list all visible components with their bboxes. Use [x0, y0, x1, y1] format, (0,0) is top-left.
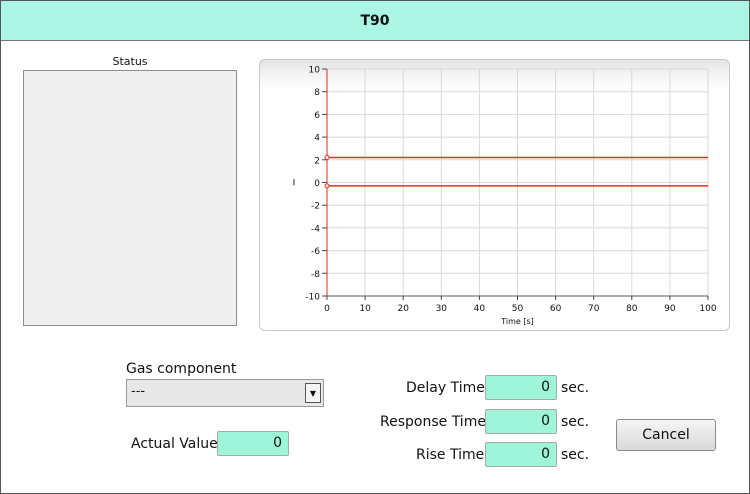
- response-time-field[interactable]: 0: [485, 409, 557, 434]
- x-tick-label: 50: [512, 304, 524, 314]
- response-time-unit: sec.: [561, 414, 590, 430]
- y-tick-label: -8: [311, 270, 320, 280]
- response-time-label: Response Time: [380, 414, 486, 430]
- cancel-button[interactable]: Cancel: [616, 419, 716, 451]
- y-tick-label: 10: [309, 66, 321, 76]
- x-tick-label: 80: [626, 304, 638, 314]
- x-tick-label: 0: [324, 304, 330, 314]
- series-marker-2: [324, 183, 330, 189]
- y-axis-label: I: [293, 179, 296, 189]
- chevron-down-icon[interactable]: ▼: [305, 383, 321, 403]
- chart-panel: 10 8 6 4 2 0 -2 -4 -6 -8 -10 0 10 20 30 40 50 60 70 80 90 100…: [259, 59, 730, 331]
- x-tick-label: 70: [588, 304, 600, 314]
- delay-time-unit: sec.: [561, 380, 590, 396]
- y-tick-label: -10: [305, 293, 320, 303]
- gas-component-dropdown[interactable]: --- ▼: [126, 379, 324, 407]
- series-marker-1: [324, 155, 330, 161]
- window-title: T90: [360, 12, 390, 29]
- title-bar: T90: [1, 1, 749, 41]
- y-tick-label: -2: [311, 202, 320, 212]
- delay-time-label: Delay Time: [406, 380, 485, 396]
- y-tick-label: 2: [314, 156, 320, 166]
- rise-time-field[interactable]: 0: [485, 442, 557, 467]
- delay-time-field[interactable]: 0: [485, 375, 557, 400]
- x-axis-label: Time [s]: [500, 317, 534, 326]
- x-tick-label: 60: [550, 304, 562, 314]
- y-tick-label: 4: [314, 134, 320, 144]
- x-tick-label: 100: [699, 304, 716, 314]
- status-label: Status: [112, 55, 148, 68]
- gas-component-label: Gas component: [126, 361, 237, 377]
- y-tick-label: 8: [314, 88, 320, 98]
- x-tick-label: 90: [664, 304, 676, 314]
- x-tick-label: 30: [436, 304, 448, 314]
- status-box: [23, 70, 237, 326]
- y-tick-label: 0: [314, 179, 320, 189]
- rise-time-unit: sec.: [561, 447, 590, 463]
- gas-component-value: ---: [131, 384, 146, 399]
- x-tick-label: 20: [397, 304, 409, 314]
- actual-value-field[interactable]: 0: [217, 431, 289, 456]
- x-tick-label: 10: [359, 304, 371, 314]
- y-tick-label: -4: [311, 224, 320, 234]
- actual-value-label: Actual Value: [131, 436, 218, 452]
- x-tick-label: 40: [474, 304, 486, 314]
- y-tick-label: 6: [314, 111, 320, 121]
- y-tick-label: -6: [311, 247, 320, 257]
- rise-time-label: Rise Time: [416, 447, 485, 463]
